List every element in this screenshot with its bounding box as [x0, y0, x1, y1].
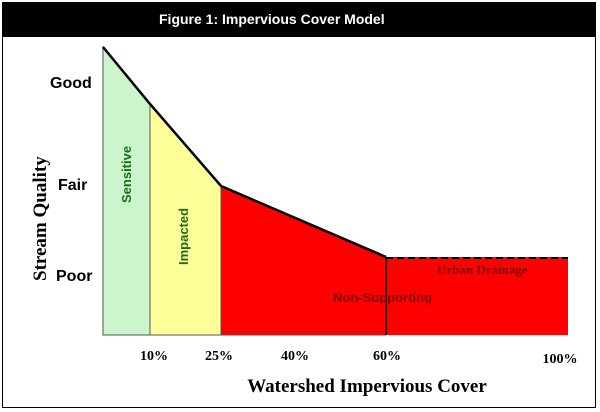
zone-urban-drainage-area	[386, 257, 568, 335]
zone-label-sensitive: Sensitive	[119, 146, 134, 203]
x-tick-25: 25%	[205, 349, 233, 364]
figure-frame: Figure 1: Impervious Cover Model Sensiti…	[2, 2, 596, 408]
y-category-poor: Poor	[56, 268, 92, 285]
x-tick-60: 60%	[373, 349, 401, 364]
title-bar: Figure 1: Impervious Cover Model	[3, 3, 595, 37]
y-category-good: Good	[50, 75, 92, 92]
x-tick-40: 40%	[281, 349, 309, 364]
quality-curve	[102, 46, 387, 259]
zone-label-urban-drainage: Urban Drainage	[437, 262, 528, 277]
x-axis-label: Watershed Impervious Cover	[247, 376, 487, 397]
impervious-cover-chart: Sensitive Impacted Non-Supporting Urban …	[30, 45, 578, 397]
zone-label-impacted: Impacted	[176, 208, 191, 265]
x-tick-100: 100%	[543, 352, 578, 367]
x-tick-10: 10%	[140, 349, 168, 364]
zone-non-supporting-area	[220, 185, 387, 336]
y-axis-label: Stream Quality	[30, 156, 51, 281]
y-category-fair: Fair	[58, 177, 87, 194]
zone-label-non-supporting: Non-Supporting	[333, 290, 432, 305]
figure-title: Figure 1: Impervious Cover Model	[159, 11, 385, 27]
